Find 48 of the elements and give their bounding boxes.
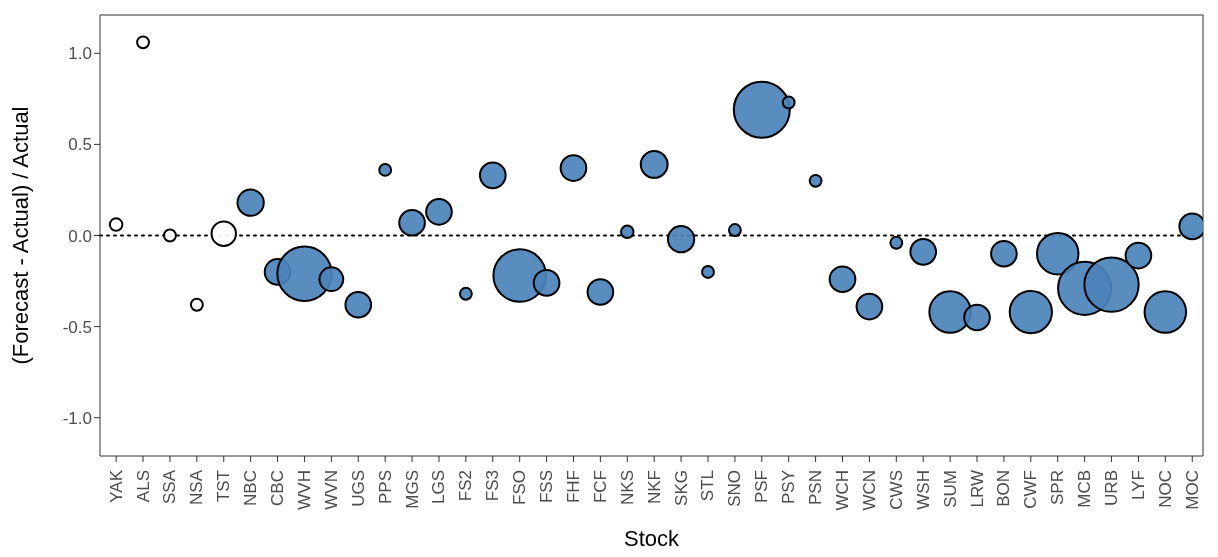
x-tick-label: FCF xyxy=(590,470,610,504)
x-tick-label: PPS xyxy=(375,470,395,505)
x-tick-label: SPR xyxy=(1048,470,1068,505)
y-tick-label: 0.5 xyxy=(68,135,92,155)
x-tick-label: WCH xyxy=(833,470,853,511)
x-tick-label: ALS xyxy=(133,470,153,503)
x-tick-label: MOC xyxy=(1182,470,1202,510)
x-tick-label: WVH xyxy=(294,470,314,510)
x-tick-label: BON xyxy=(994,470,1014,507)
x-tick-label: CWS xyxy=(886,470,906,510)
x-tick-label: STL xyxy=(698,470,718,502)
x-tick-label: FHF xyxy=(563,470,583,504)
x-tick-label: MCB xyxy=(1075,470,1095,508)
y-tick-label: 0.0 xyxy=(68,226,92,246)
x-tick-label: URB xyxy=(1102,470,1122,506)
x-tick-label: TST xyxy=(214,470,234,503)
x-tick-label: WSH xyxy=(913,470,933,510)
y-tick-label: -0.5 xyxy=(62,317,92,337)
x-tick-label: FSO xyxy=(510,470,530,505)
x-tick-label: PSN xyxy=(806,470,826,505)
x-tick-label: SKG xyxy=(671,470,691,506)
x-tick-label: SNO xyxy=(725,470,745,507)
x-tick-label: NBC xyxy=(241,470,261,506)
x-tick-label: NOC xyxy=(1155,470,1175,508)
x-tick-label: SUM xyxy=(940,470,960,508)
x-tick-label: YAK xyxy=(106,469,126,503)
x-tick-label: NSA xyxy=(187,469,207,505)
x-tick-label: LYF xyxy=(1128,470,1148,500)
x-tick-label: NKS xyxy=(617,470,637,505)
x-tick-label: FS2 xyxy=(456,470,476,502)
x-tick-label: UGS xyxy=(348,470,368,507)
x-tick-label: SSA xyxy=(160,469,180,505)
x-tick-label: LRW xyxy=(967,470,987,508)
x-tick-label: FS3 xyxy=(483,470,503,502)
y-tick-label: -1.0 xyxy=(62,408,92,428)
x-tick-label: CWF xyxy=(1021,470,1041,509)
x-axis-title: Stock xyxy=(623,526,681,551)
x-tick-label: PSF xyxy=(752,470,772,504)
x-tick-label: LGS xyxy=(429,470,449,505)
y-tick-label: 1.0 xyxy=(68,44,92,64)
y-axis-title: (Forecast - Actual) / Actual xyxy=(7,106,33,365)
x-tick-label: MGS xyxy=(402,470,422,509)
x-tick-label: WCN xyxy=(859,470,879,511)
x-tick-label: CBC xyxy=(268,470,288,506)
x-tick-label: WVN xyxy=(321,470,341,510)
x-tick-label: PSY xyxy=(779,470,799,505)
x-tick-label: NKF xyxy=(644,470,664,504)
x-tick-label: FSS xyxy=(537,470,557,504)
